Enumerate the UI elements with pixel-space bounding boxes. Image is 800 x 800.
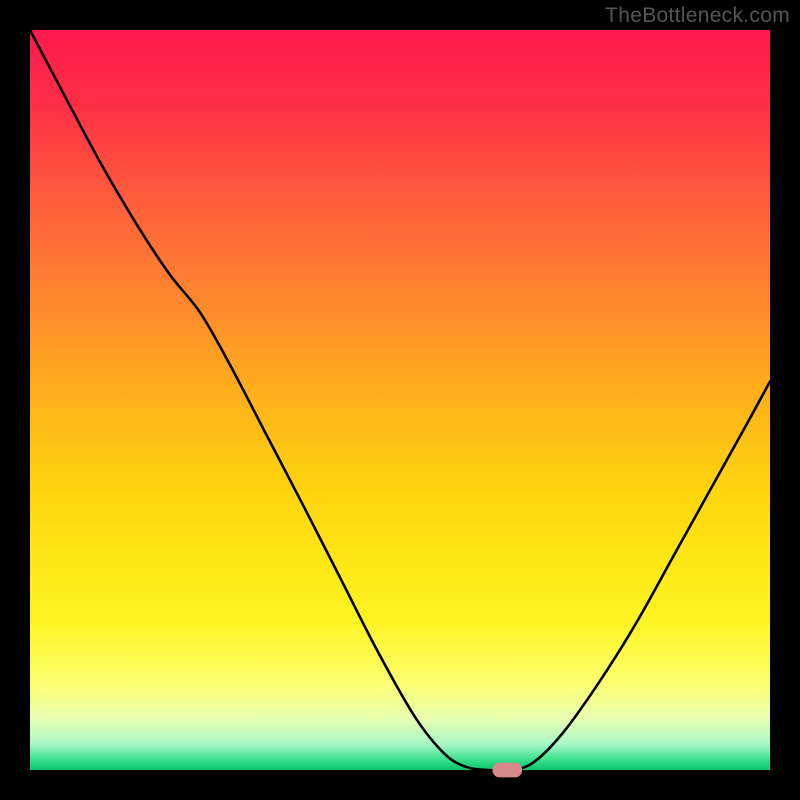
chart-container: TheBottleneck.com: [0, 0, 800, 800]
bottleneck-curve-chart: [0, 0, 800, 800]
chart-gradient-background: [30, 30, 770, 770]
optimal-point-marker: [493, 763, 523, 778]
watermark-text: TheBottleneck.com: [605, 4, 790, 28]
